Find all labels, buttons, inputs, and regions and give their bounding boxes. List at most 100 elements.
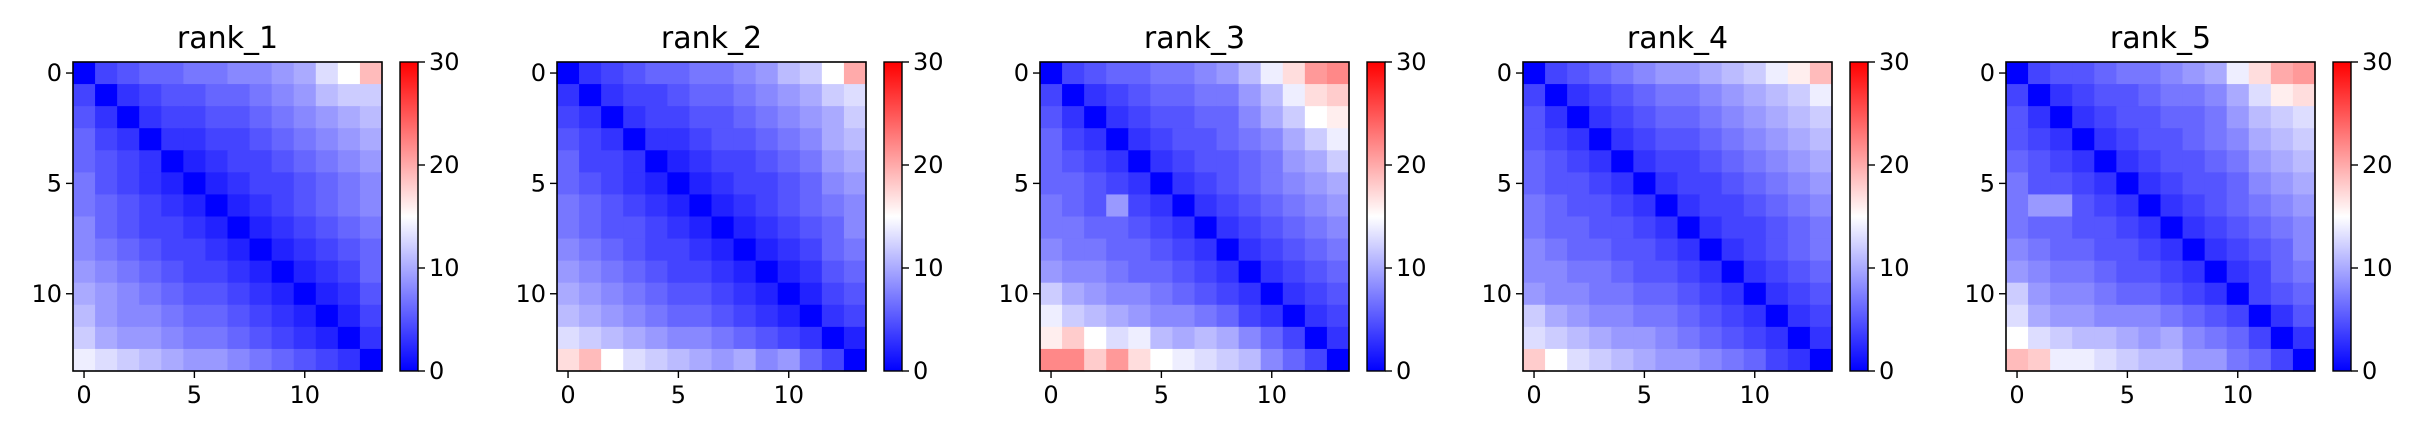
heatmap-cell (1216, 84, 1240, 107)
heatmap-cell (117, 128, 140, 151)
heatmap-cell (1721, 84, 1745, 107)
heatmap-cell (183, 172, 207, 196)
heatmap-cell (1282, 106, 1306, 129)
heatmap-cell (1721, 106, 1745, 129)
heatmap-cell (2204, 348, 2228, 372)
heatmap-cell (2292, 172, 2316, 196)
heatmap-cell (2138, 326, 2162, 350)
heatmap-cell (667, 106, 691, 129)
heatmap-cell (733, 260, 757, 284)
heatmap-cell (1545, 216, 1568, 240)
heatmap-cell (667, 150, 691, 173)
heatmap-cell (1062, 216, 1085, 240)
heatmap-cell (711, 238, 735, 262)
heatmap-cell (1194, 326, 1218, 350)
heatmap-cell (249, 326, 273, 350)
heatmap-cell (755, 194, 779, 218)
heatmap-cell (733, 62, 757, 85)
heatmap-cell (2028, 62, 2051, 85)
heatmap-cell (2182, 326, 2206, 350)
heatmap-cell (645, 150, 668, 173)
x-tick-label: 10 (289, 381, 320, 409)
panel-title: rank_3 (1144, 21, 1245, 56)
heatmap-cell (2050, 304, 2073, 328)
heatmap-cell (205, 238, 229, 262)
heatmap-cell (2138, 216, 2162, 240)
heatmap-cell (645, 62, 668, 85)
heatmap-cell (1787, 62, 1811, 85)
heatmap-cell (1787, 128, 1811, 151)
heatmap-cell (1194, 216, 1218, 240)
heatmap-cell (271, 238, 295, 262)
heatmap-cell (645, 282, 668, 306)
heatmap-cell (623, 128, 646, 151)
heatmap-cell (249, 150, 273, 173)
heatmap-cell (733, 348, 757, 372)
heatmap-cell (2028, 304, 2051, 328)
heatmap-cell (1721, 216, 1745, 240)
heatmap-cell (227, 150, 251, 173)
heatmap-cell (1567, 348, 1590, 372)
heatmap-cell (2138, 150, 2162, 173)
colorbar-tick-label: 10 (913, 254, 944, 282)
heatmap-cell (205, 282, 229, 306)
heatmap-cell (1128, 128, 1151, 151)
heatmap-cell (1172, 238, 1196, 262)
y-tick-label: 5 (1497, 169, 1512, 197)
heatmap-cell (293, 194, 317, 218)
heatmap-cell (1238, 172, 1262, 196)
heatmap-cell (689, 304, 713, 328)
heatmap-cell (205, 194, 229, 218)
heatmap-cell (2182, 194, 2206, 218)
heatmap-cell (1150, 216, 1174, 240)
heatmap-cell (623, 172, 646, 196)
heatmap-cell (1545, 106, 1568, 129)
heatmap-cell (667, 238, 691, 262)
heatmap-cell (1743, 238, 1767, 262)
heatmap-cell (1062, 238, 1085, 262)
heatmap-cell (293, 326, 317, 350)
heatmap-cell (557, 172, 580, 196)
heatmap-cell (1150, 172, 1174, 196)
heatmap-cell (2116, 172, 2140, 196)
heatmap-cell (183, 106, 207, 129)
colorbar-tick-label: 20 (1396, 151, 1427, 179)
heatmap-cell (337, 128, 361, 151)
heatmap-cell (1172, 282, 1196, 306)
heatmap-cell (2094, 348, 2117, 372)
heatmap-cell (293, 260, 317, 284)
heatmap-cell (337, 84, 361, 107)
heatmap-cell (689, 326, 713, 350)
heatmap-cell (1106, 62, 1129, 85)
heatmap-cell (249, 238, 273, 262)
heatmap-cell (733, 150, 757, 173)
heatmap-cell (161, 326, 184, 350)
heatmap-cell (1743, 84, 1767, 107)
heatmap-cell (1040, 282, 1063, 306)
heatmap-cell (1106, 282, 1129, 306)
heatmap-cell (2138, 128, 2162, 151)
heatmap-cell (249, 304, 273, 328)
y-tick-label: 0 (1497, 59, 1512, 87)
heatmap-cell (1567, 326, 1590, 350)
heatmap-cell (645, 260, 668, 284)
heatmap-cell (2248, 260, 2272, 284)
heatmap-cell (645, 348, 668, 372)
heatmap-cell (2094, 84, 2117, 107)
heatmap-cell (2050, 326, 2073, 350)
heatmap-cell (2160, 84, 2184, 107)
heatmap-cell (1084, 260, 1107, 284)
heatmap-cell (1326, 238, 1350, 262)
heatmap-cell (579, 84, 602, 107)
heatmap-cell (2072, 172, 2095, 196)
heatmap-cell (1655, 84, 1679, 107)
heatmap-cell (1611, 238, 1634, 262)
heatmap-cell (2270, 238, 2294, 262)
heatmap-cell (293, 216, 317, 240)
heatmap-cell (2138, 106, 2162, 129)
heatmap-cell (711, 304, 735, 328)
heatmap-cell (623, 150, 646, 173)
heatmap-cell (1128, 238, 1151, 262)
heatmap-cell (2050, 106, 2073, 129)
heatmap-cell (315, 260, 339, 284)
